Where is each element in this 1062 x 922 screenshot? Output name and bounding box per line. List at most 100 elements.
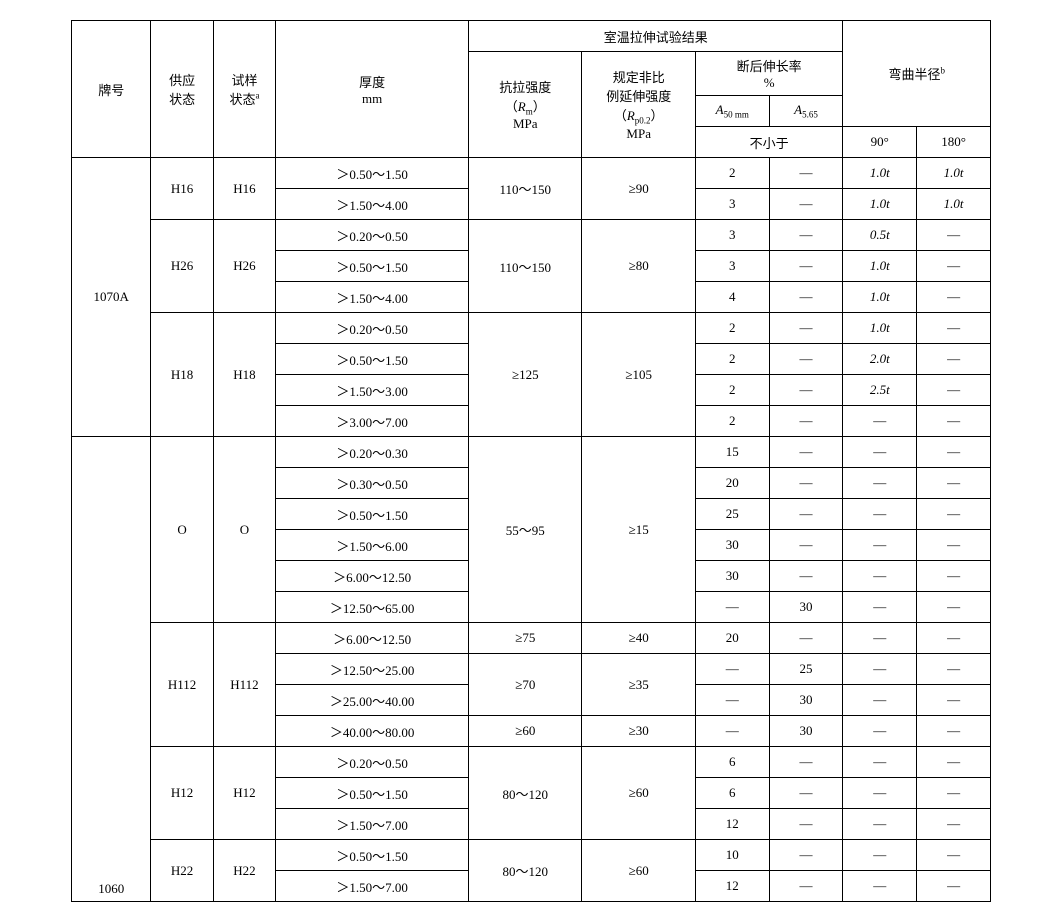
hdr-tensile-group: 室温拉伸试验结果 bbox=[469, 21, 843, 52]
rp-cell: ≥80 bbox=[582, 220, 695, 313]
a50-cell: 25 bbox=[695, 499, 769, 530]
supply-cell: O bbox=[151, 437, 213, 623]
hdr-thickness: 厚度 mm bbox=[276, 21, 469, 158]
thick-cell: ＞12.50～25.00 bbox=[276, 654, 469, 685]
hdr-grade: 牌号 bbox=[72, 21, 151, 158]
thick-cell: ＞40.00～80.00 bbox=[276, 716, 469, 747]
a565-cell: — bbox=[769, 251, 843, 282]
b180-cell: — bbox=[917, 530, 991, 561]
b90-cell: 1.0t bbox=[843, 189, 917, 220]
thick-cell: ＞0.50～1.50 bbox=[276, 778, 469, 809]
supply-cell: H16 bbox=[151, 158, 213, 220]
a50-cell: 2 bbox=[695, 344, 769, 375]
b180-cell: — bbox=[917, 344, 991, 375]
thick-cell: ＞1.50～6.00 bbox=[276, 530, 469, 561]
rp-cell: ≥15 bbox=[582, 437, 695, 623]
thick-cell: ＞12.50～65.00 bbox=[276, 592, 469, 623]
a565-cell: — bbox=[769, 189, 843, 220]
spec-cell: O bbox=[213, 437, 275, 623]
spec-cell: H22 bbox=[213, 840, 275, 902]
thick-cell: ＞0.20～0.30 bbox=[276, 437, 469, 468]
a50-cell: 10 bbox=[695, 840, 769, 871]
thick-cell: ＞0.50～1.50 bbox=[276, 499, 469, 530]
b180-cell: 1.0t bbox=[917, 158, 991, 189]
thick-cell: ＞1.50～3.00 bbox=[276, 375, 469, 406]
a50-cell: 15 bbox=[695, 437, 769, 468]
a50-cell: 2 bbox=[695, 158, 769, 189]
b90-cell: — bbox=[843, 592, 917, 623]
thick-cell: ＞1.50～4.00 bbox=[276, 282, 469, 313]
rp-cell: ≥60 bbox=[582, 747, 695, 840]
a565-cell: 30 bbox=[769, 592, 843, 623]
thick-cell: ＞0.20～0.50 bbox=[276, 220, 469, 251]
b180-cell: — bbox=[917, 282, 991, 313]
b90-cell: 2.0t bbox=[843, 344, 917, 375]
b90-cell: 2.5t bbox=[843, 375, 917, 406]
thick-cell: ＞3.00～7.00 bbox=[276, 406, 469, 437]
b180-cell: — bbox=[917, 716, 991, 747]
a565-cell: — bbox=[769, 220, 843, 251]
b180-cell: — bbox=[917, 809, 991, 840]
thick-cell: ＞1.50～7.00 bbox=[276, 809, 469, 840]
thick-cell: ＞1.50～4.00 bbox=[276, 189, 469, 220]
spec-cell: H26 bbox=[213, 220, 275, 313]
hdr-b180: 180° bbox=[917, 127, 991, 158]
b90-cell: — bbox=[843, 561, 917, 592]
a565-cell: — bbox=[769, 561, 843, 592]
grade-cell: 1070A bbox=[72, 158, 151, 437]
rp-cell: ≥40 bbox=[582, 623, 695, 654]
thick-cell: ＞0.20～0.50 bbox=[276, 313, 469, 344]
a50-cell: 12 bbox=[695, 871, 769, 902]
b90-cell: 0.5t bbox=[843, 220, 917, 251]
b90-cell: — bbox=[843, 623, 917, 654]
a50-cell: 20 bbox=[695, 468, 769, 499]
rm-cell: ≥125 bbox=[469, 313, 582, 437]
a50-cell: 3 bbox=[695, 251, 769, 282]
thick-cell: ＞25.00～40.00 bbox=[276, 685, 469, 716]
b90-cell: — bbox=[843, 654, 917, 685]
b90-cell: — bbox=[843, 685, 917, 716]
hdr-rm: 抗拉强度 （Rm） MPa bbox=[469, 52, 582, 158]
thick-cell: ＞6.00～12.50 bbox=[276, 623, 469, 654]
a50-cell: 2 bbox=[695, 313, 769, 344]
b90-cell: — bbox=[843, 499, 917, 530]
thick-cell: ＞0.50～1.50 bbox=[276, 158, 469, 189]
thick-cell: ＞0.20～0.50 bbox=[276, 747, 469, 778]
a565-cell: — bbox=[769, 313, 843, 344]
b180-cell: — bbox=[917, 747, 991, 778]
a565-cell: — bbox=[769, 747, 843, 778]
a50-cell: — bbox=[695, 685, 769, 716]
hdr-supply: 供应 状态 bbox=[151, 21, 213, 158]
a50-cell: 2 bbox=[695, 406, 769, 437]
spec-cell: H18 bbox=[213, 313, 275, 437]
rm-cell: 110～150 bbox=[469, 158, 582, 220]
b90-cell: — bbox=[843, 809, 917, 840]
rp-cell: ≥30 bbox=[582, 716, 695, 747]
a565-cell: — bbox=[769, 437, 843, 468]
b90-cell: — bbox=[843, 468, 917, 499]
a565-cell: — bbox=[769, 158, 843, 189]
thick-cell: ＞1.50～7.00 bbox=[276, 871, 469, 902]
a565-cell: 25 bbox=[769, 654, 843, 685]
b90-cell: 1.0t bbox=[843, 282, 917, 313]
b180-cell: — bbox=[917, 623, 991, 654]
a565-cell: — bbox=[769, 840, 843, 871]
thick-cell: ＞0.30～0.50 bbox=[276, 468, 469, 499]
a565-cell: 30 bbox=[769, 716, 843, 747]
thick-cell: ＞6.00～12.50 bbox=[276, 561, 469, 592]
a565-cell: — bbox=[769, 344, 843, 375]
b180-cell: — bbox=[917, 468, 991, 499]
supply-cell: H12 bbox=[151, 747, 213, 840]
a565-cell: — bbox=[769, 282, 843, 313]
b180-cell: — bbox=[917, 406, 991, 437]
b90-cell: — bbox=[843, 747, 917, 778]
rm-cell: 55～95 bbox=[469, 437, 582, 623]
b180-cell: 1.0t bbox=[917, 189, 991, 220]
b180-cell: — bbox=[917, 313, 991, 344]
b90-cell: — bbox=[843, 778, 917, 809]
rm-cell: 80～120 bbox=[469, 747, 582, 840]
b180-cell: — bbox=[917, 561, 991, 592]
b90-cell: — bbox=[843, 871, 917, 902]
a565-cell: 30 bbox=[769, 685, 843, 716]
a565-cell: — bbox=[769, 623, 843, 654]
